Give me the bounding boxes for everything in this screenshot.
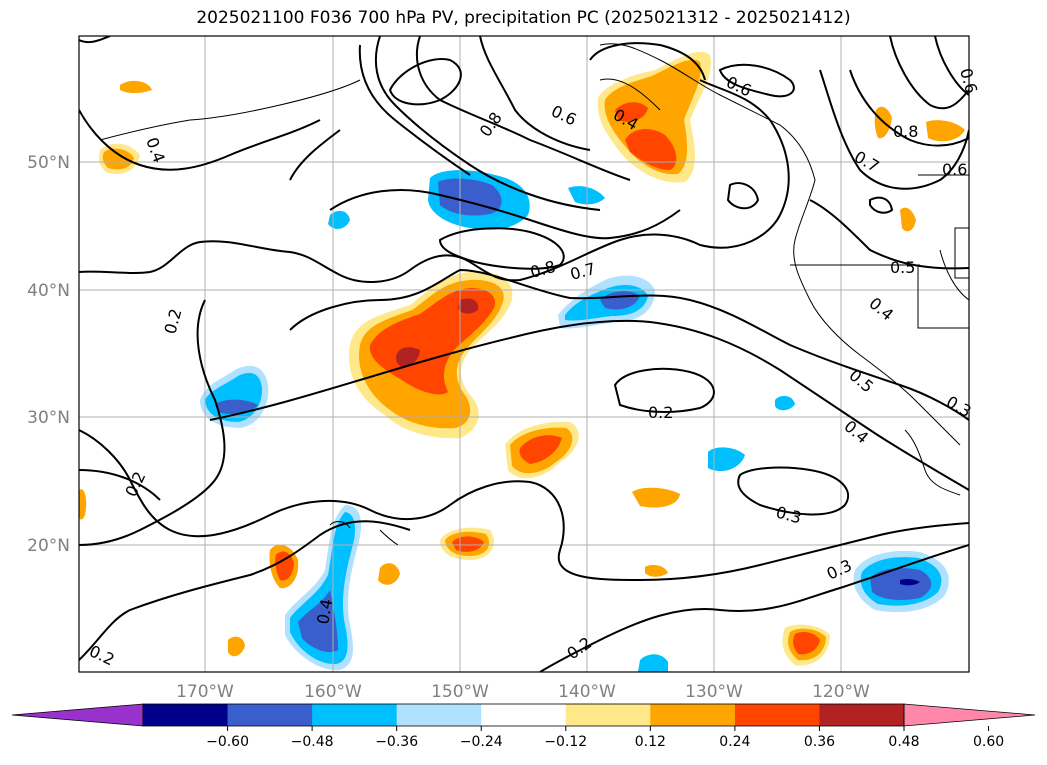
colorbar-tick-label: −0.24 — [460, 734, 503, 750]
colorbar: −0.60 −0.48 −0.36 −0.24 −0.12 0.12 0.24 0.36 0.4… — [11, 703, 1036, 750]
contour-label: 0.2 — [161, 307, 186, 337]
colorbar-tick-label: −0.12 — [544, 734, 587, 750]
contour-label: 0.3 — [774, 503, 804, 528]
contour-label: 0.4 — [865, 294, 897, 325]
contour-label: 0.6 — [723, 72, 754, 100]
contour-label: 0.5 — [890, 258, 915, 277]
colorbar-tick-label: −0.60 — [206, 734, 249, 750]
lon-label: 120°W — [812, 682, 870, 702]
contour-label: 0.8 — [893, 122, 918, 141]
longitude-labels: 170°W 160°W 150°W 140°W 130°W 120°W — [176, 682, 870, 702]
contour-label: 0.8 — [476, 109, 506, 141]
map-frame — [78, 35, 970, 673]
colorbar-outline — [142, 703, 905, 727]
lon-label: 160°W — [304, 682, 362, 702]
latitude-labels: 50°N 40°N 30°N 20°N — [27, 153, 70, 556]
colorbar-segments — [11, 703, 1036, 727]
colorbar-segment — [819, 704, 905, 726]
lat-label: 40°N — [27, 281, 70, 301]
contour-label: 0.7 — [568, 259, 598, 284]
lat-label: 50°N — [27, 153, 70, 173]
contour-label: 0.6 — [942, 160, 967, 179]
lon-label: 140°W — [558, 682, 616, 702]
colorbar-segment — [481, 704, 567, 726]
colorbar-tick-label: 0.60 — [973, 734, 1004, 750]
colorbar-segment — [143, 704, 229, 726]
graticule — [79, 36, 969, 672]
colorbar-extend-low — [11, 703, 144, 727]
contour-label: 0.7 — [851, 147, 883, 176]
contour-label: 0.2 — [86, 641, 117, 669]
contour-label: 0.6 — [548, 101, 579, 129]
map-title: 2025021100 F036 700 hPa PV, precipitatio… — [196, 8, 851, 28]
lat-label: 30°N — [27, 408, 70, 428]
colorbar-tick-label: 0.48 — [888, 734, 919, 750]
colorbar-tick-label: 0.24 — [719, 734, 750, 750]
contour-label: 0.4 — [142, 135, 169, 165]
colorbar-tick-label: 0.36 — [804, 734, 835, 750]
colorbar-segment — [312, 704, 398, 726]
colorbar-tick-label: 0.12 — [635, 734, 666, 750]
coastlines — [99, 43, 969, 546]
colorbar-segment — [227, 704, 313, 726]
colorbar-segment — [650, 704, 736, 726]
colorbar-tick-label: −0.48 — [291, 734, 334, 750]
contour-label: 0.3 — [824, 556, 855, 584]
contour-label: 0.2 — [648, 403, 673, 422]
lat-label: 20°N — [27, 536, 70, 556]
contour-label: 0.4 — [313, 597, 336, 625]
contour-label: 0.4 — [840, 417, 872, 448]
colorbar-ticks: −0.60 −0.48 −0.36 −0.24 −0.12 0.12 0.24 0.36 0.4… — [206, 726, 1004, 750]
lon-label: 130°W — [685, 682, 743, 702]
contour-label: 0.8 — [528, 257, 558, 282]
contour-label: 0.5 — [845, 366, 877, 397]
colorbar-segment — [396, 704, 482, 726]
lon-label: 150°W — [431, 682, 489, 702]
colorbar-extend-high — [903, 703, 1036, 727]
contour-label: 0.2 — [563, 633, 595, 663]
colorbar-segment — [734, 704, 820, 726]
lon-label: 170°W — [176, 682, 234, 702]
pv-contours — [79, 36, 969, 672]
colorbar-segment — [565, 704, 651, 726]
colorbar-tick-label: −0.36 — [375, 734, 418, 750]
